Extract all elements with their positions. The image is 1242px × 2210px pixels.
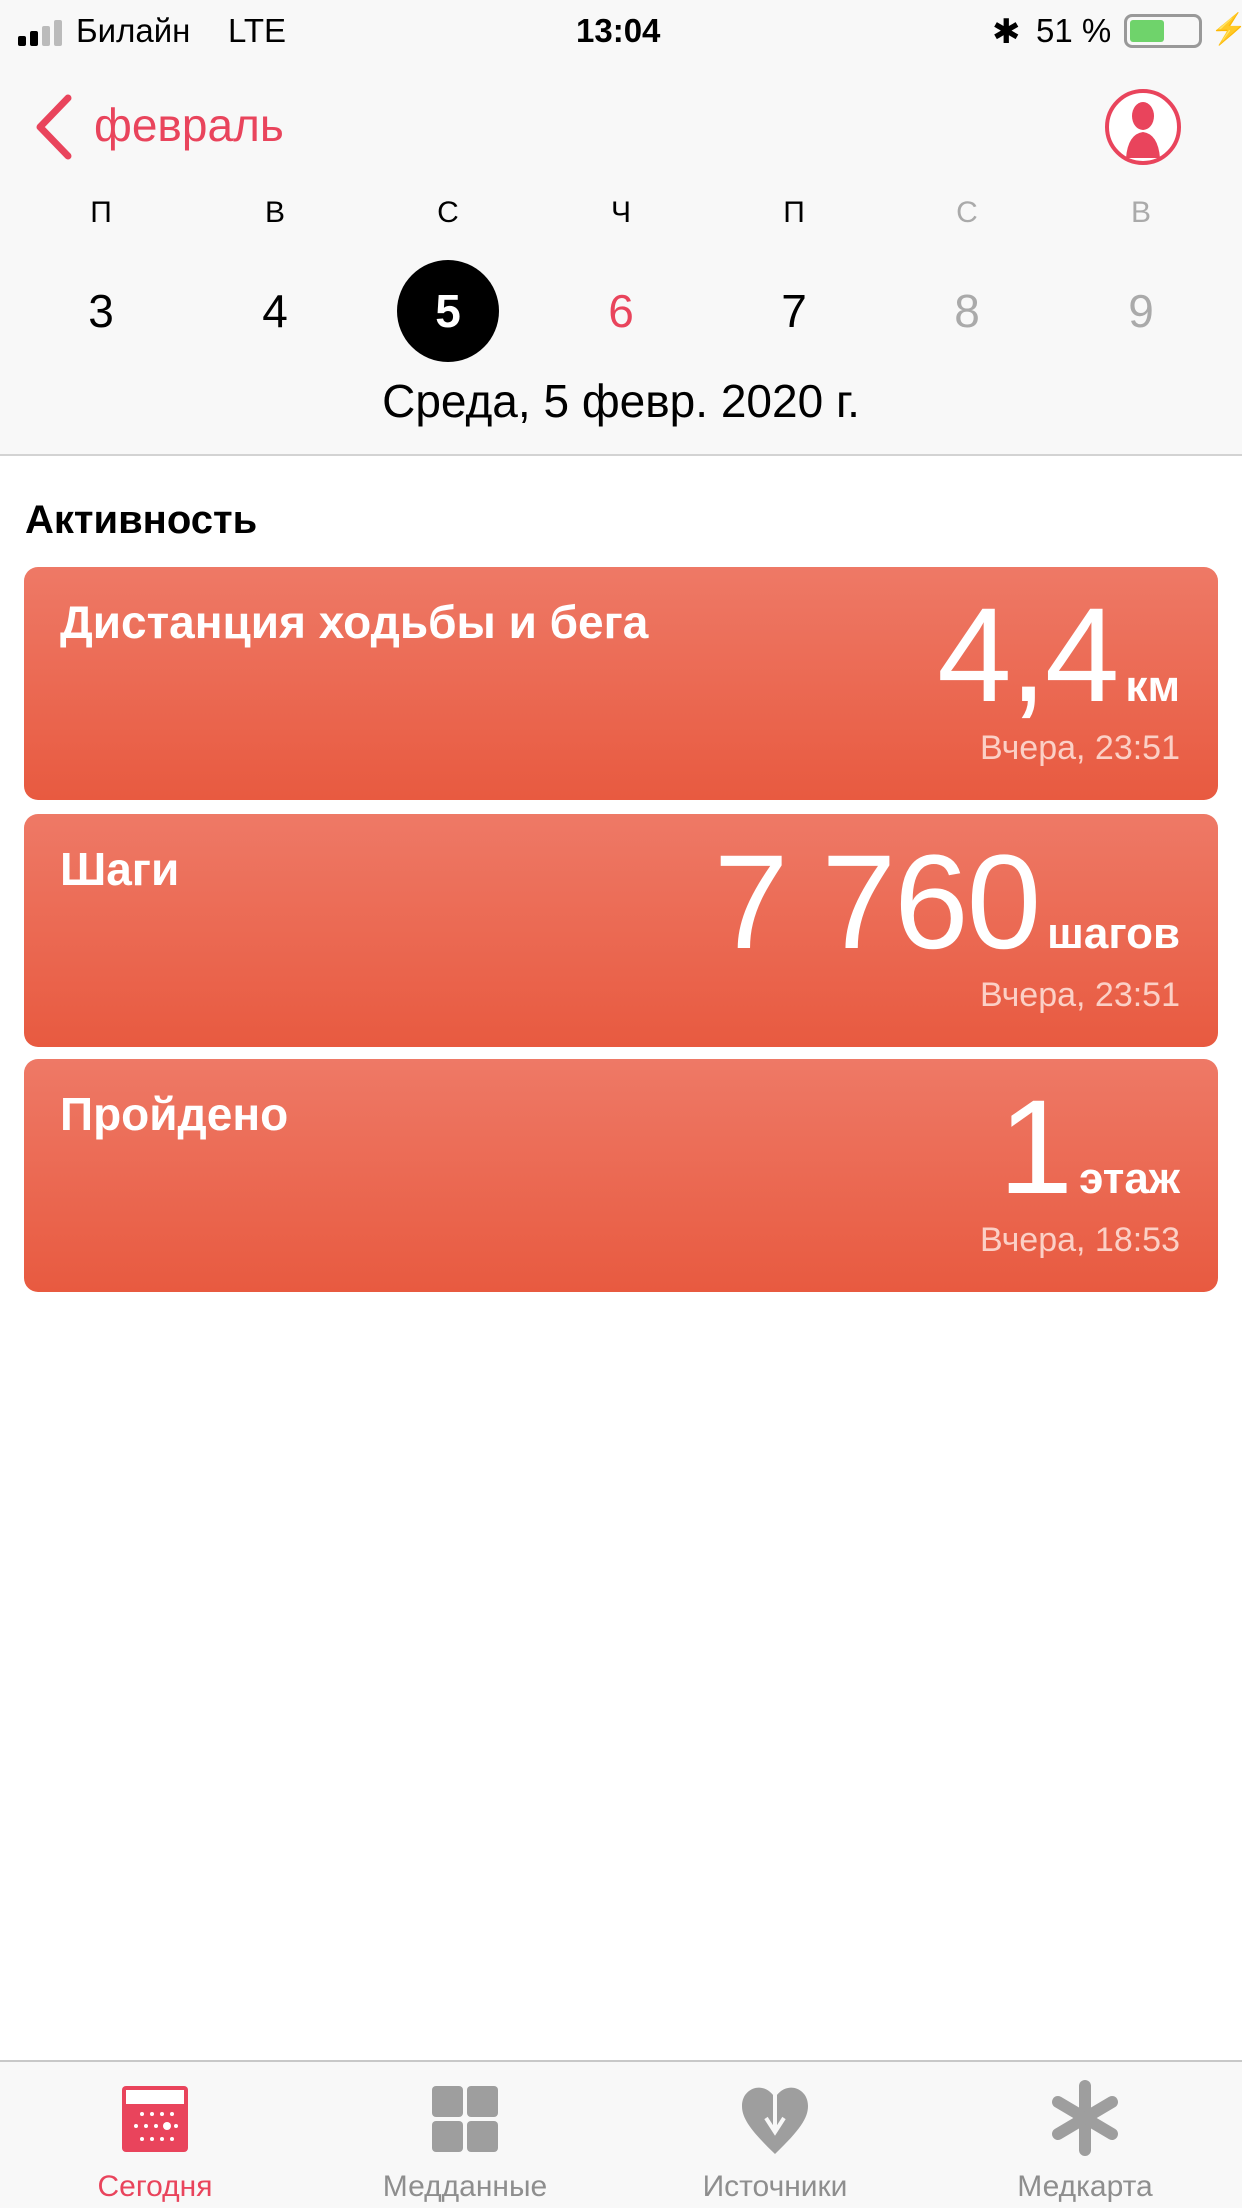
value-unit: шагов [1047, 909, 1180, 958]
signal-icon [18, 20, 62, 46]
card-timestamp: Вчера, 23:51 [980, 976, 1180, 1014]
header: Билайн LTE 13:04 ✱ 51 % ⚡ февраль П В С … [0, 0, 1242, 456]
section-title: Активность [25, 498, 258, 542]
network-type: LTE [228, 12, 287, 49]
card-timestamp: Вчера, 18:53 [980, 1221, 1180, 1259]
value-number: 4,4 [937, 581, 1119, 730]
value-unit: этаж [1079, 1154, 1180, 1203]
chevron-left-icon [36, 94, 72, 160]
card-value: 1 этаж [999, 1071, 1180, 1224]
tab-bar: Сегодня Медданные Источники Медкарта [0, 2060, 1242, 2208]
weekday-label: В [264, 196, 285, 229]
battery-percent: 51 % [1036, 12, 1112, 49]
value-unit: км [1125, 662, 1180, 711]
card-distance[interactable]: Дистанция ходьбы и бега 4,4 км Вчера, 23:… [24, 567, 1218, 800]
tab-sources[interactable]: Источники [620, 2062, 930, 2210]
tab-label: Медкарта [1017, 2170, 1153, 2203]
charging-icon: ⚡ [1210, 13, 1242, 46]
card-title: Шаги [60, 843, 180, 895]
card-flights[interactable]: Пройдено 1 этаж Вчера, 18:53 [24, 1059, 1218, 1292]
card-title: Пройдено [60, 1088, 289, 1140]
card-timestamp: Вчера, 23:51 [980, 729, 1180, 767]
day-button[interactable]: 8 [954, 285, 980, 337]
day-button-today[interactable]: 6 [608, 285, 634, 337]
weekday-label: П [90, 196, 112, 229]
weekday-label: С [956, 196, 978, 229]
weekday-label: В [1130, 196, 1151, 229]
tab-today[interactable]: Сегодня [0, 2062, 310, 2210]
tab-medical-id[interactable]: Медкарта [930, 2062, 1240, 2210]
asterisk-icon [1052, 2080, 1118, 2156]
card-title: Дистанция ходьбы и бега [60, 596, 649, 648]
bluetooth-icon: ✱ [992, 13, 1021, 51]
tab-label: Источники [702, 2170, 848, 2203]
day-button-selected[interactable]: 5 [397, 260, 499, 362]
grid-icon [432, 2086, 498, 2152]
card-value: 7 760 шагов [714, 826, 1180, 979]
weekday-label: П [783, 196, 805, 229]
heart-download-icon [742, 2082, 808, 2154]
tab-health-data[interactable]: Медданные [310, 2062, 620, 2210]
day-button[interactable]: 9 [1128, 285, 1154, 337]
selected-date: Среда, 5 февр. 2020 г. [382, 375, 860, 427]
back-label: февраль [94, 99, 284, 151]
carrier: Билайн [76, 12, 191, 49]
clock: 13:04 [576, 12, 661, 49]
day-button[interactable]: 7 [781, 285, 807, 337]
card-value: 4,4 км [937, 579, 1180, 732]
tab-label: Медданные [382, 2170, 548, 2203]
weekday-label: С [437, 196, 459, 229]
calendar-icon [122, 2086, 188, 2152]
value-number: 1 [998, 1073, 1074, 1222]
day-button[interactable]: 3 [88, 285, 114, 337]
battery-icon [1124, 14, 1202, 48]
person-circle-icon[interactable] [1104, 88, 1182, 166]
value-number: 7 760 [713, 828, 1041, 977]
tab-label: Сегодня [97, 2170, 213, 2203]
card-steps[interactable]: Шаги 7 760 шагов Вчера, 23:51 [24, 814, 1218, 1047]
weekday-label: Ч [611, 196, 631, 229]
day-button[interactable]: 4 [262, 285, 288, 337]
